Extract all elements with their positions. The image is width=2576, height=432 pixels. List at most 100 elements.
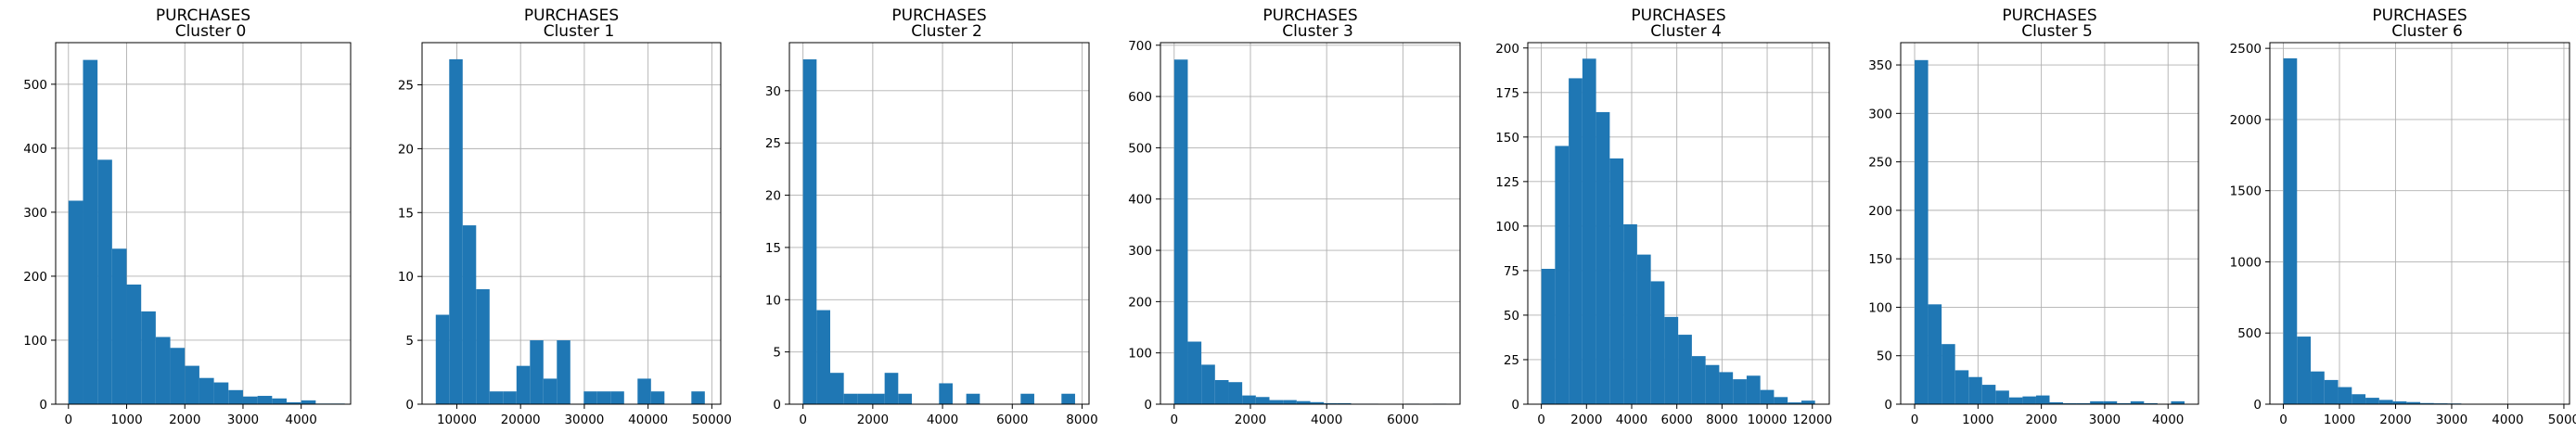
panel-title-line2: Cluster 3 bbox=[1282, 22, 1353, 41]
x-tick-label: 10000 bbox=[437, 413, 477, 427]
y-tick-label: 20 bbox=[398, 142, 414, 157]
y-tick-label: 5 bbox=[773, 346, 781, 361]
x-tick-label: 20000 bbox=[501, 413, 541, 427]
chart-panel-5: 0 1000 2000 3000 4000 0 50 100 150 200 250 300 350 PU… bbox=[1868, 6, 2199, 427]
x-tick-label: 2000 bbox=[1235, 413, 1266, 427]
histogram-bar bbox=[2076, 402, 2091, 404]
histogram-bar bbox=[155, 337, 171, 404]
x-tick-label: 6000 bbox=[996, 413, 1028, 427]
panel-title-line1: PURCHASES bbox=[2372, 6, 2467, 25]
histogram-bar bbox=[898, 393, 912, 404]
y-tick-label: 10 bbox=[398, 270, 414, 285]
histogram-bar bbox=[596, 391, 611, 404]
histogram-bar bbox=[1691, 356, 1706, 404]
y-tick-label: 0 bbox=[1144, 398, 1152, 413]
y-tick-label: 5 bbox=[405, 334, 414, 349]
x-tick-label: 0 bbox=[65, 413, 73, 427]
axes-frame bbox=[788, 42, 1090, 405]
y-tick-label: 30 bbox=[765, 84, 781, 99]
y-tick-label: 200 bbox=[1868, 204, 1892, 219]
y-tick-label: 350 bbox=[1868, 58, 1892, 73]
histogram-bar bbox=[1214, 380, 1229, 404]
x-tick-label: 2000 bbox=[1570, 413, 1602, 427]
histogram-bar bbox=[1942, 344, 1955, 404]
gridlines bbox=[789, 43, 1089, 405]
panel-title-line2: Cluster 6 bbox=[2391, 22, 2463, 41]
histogram-bar bbox=[170, 348, 186, 404]
histogram-bar bbox=[1609, 158, 1624, 405]
y-tick-label: 0 bbox=[773, 398, 781, 413]
x-tick-label: 4000 bbox=[927, 413, 958, 427]
histogram-bar bbox=[1774, 397, 1788, 404]
histogram-bars bbox=[68, 59, 345, 404]
histogram-bar bbox=[1228, 382, 1243, 404]
y-tick-label: 500 bbox=[1128, 141, 1152, 156]
y-tick-label: 300 bbox=[1128, 244, 1152, 259]
histogram-bar bbox=[2352, 394, 2366, 404]
histogram-bars bbox=[1541, 58, 1815, 405]
x-tick-label: 0 bbox=[1537, 413, 1545, 427]
histogram-bar bbox=[257, 396, 273, 404]
histogram-bar bbox=[870, 393, 885, 404]
y-tick-label: 0 bbox=[405, 398, 414, 413]
chart-panel-0: 0 1000 2000 3000 4000 0 100 200 300 400 500 PURCHAS… bbox=[23, 6, 352, 427]
x-tick-label: 6000 bbox=[1387, 413, 1418, 427]
histogram-bars bbox=[1173, 59, 1447, 405]
histogram-bar bbox=[843, 393, 858, 404]
x-tick-label: 1000 bbox=[110, 413, 142, 427]
histogram-bar bbox=[1324, 402, 1338, 404]
panel-title-line1: PURCHASES bbox=[1262, 6, 1357, 25]
histogram-bar bbox=[1269, 400, 1284, 404]
histogram-bar bbox=[2117, 402, 2131, 404]
histogram-bar bbox=[2283, 57, 2298, 404]
histogram-bar bbox=[650, 391, 665, 404]
y-tick-label: 25 bbox=[398, 78, 414, 93]
histogram-bar bbox=[1173, 59, 1188, 405]
histogram-bar bbox=[199, 377, 214, 404]
histogram-bar bbox=[126, 284, 142, 404]
chart-panel-6: 0 1000 2000 3000 4000 5000 0 500 1000 1500 2000 250… bbox=[2230, 6, 2576, 427]
histogram-bar bbox=[1981, 385, 1996, 404]
y-tick-label: 125 bbox=[1495, 175, 1519, 190]
y-tick-label: 600 bbox=[1128, 90, 1152, 105]
y-tick-label: 150 bbox=[1868, 252, 1892, 267]
histogram-bar bbox=[97, 159, 112, 404]
histogram-bar bbox=[2035, 395, 2050, 404]
histogram-bar bbox=[1283, 400, 1297, 404]
histogram-bar bbox=[2297, 337, 2312, 404]
histogram-bar bbox=[1678, 335, 1692, 404]
histogram-bar bbox=[2049, 401, 2064, 404]
x-tick-label: 2000 bbox=[2379, 413, 2411, 427]
histogram-bar bbox=[111, 248, 127, 404]
histogram-bar bbox=[1242, 395, 1256, 404]
histogram-bar bbox=[691, 391, 705, 404]
histogram-bar bbox=[816, 310, 830, 404]
panel-title-line1: PURCHASES bbox=[1631, 6, 1725, 25]
y-tick-label: 100 bbox=[1495, 220, 1519, 235]
histogram-bar bbox=[2406, 401, 2421, 404]
histogram-bar bbox=[2420, 402, 2434, 404]
histogram-bar bbox=[2365, 398, 2379, 404]
chart-panel-1: 10000 20000 30000 40000 50000 0 5 10 15 20 25 PURCH… bbox=[398, 6, 732, 427]
histogram-bar bbox=[802, 59, 817, 405]
histogram-bar bbox=[543, 378, 557, 404]
histogram-bar bbox=[557, 340, 570, 404]
y-tick-label: 500 bbox=[23, 78, 47, 93]
histogram-bar bbox=[449, 58, 463, 405]
x-tick-label: 4000 bbox=[1311, 413, 1342, 427]
histogram-bar bbox=[476, 288, 490, 404]
histogram-bar bbox=[1705, 364, 1720, 404]
histogram-bar bbox=[2144, 402, 2158, 404]
histogram-bar bbox=[1650, 281, 1665, 404]
histogram-bar bbox=[83, 59, 98, 404]
y-tick-label: 400 bbox=[23, 142, 47, 157]
histogram-bar bbox=[516, 365, 531, 404]
histogram-bar bbox=[1954, 370, 1969, 404]
histogram-bar bbox=[1928, 304, 1942, 404]
histogram-bar bbox=[1968, 376, 1982, 404]
histogram-bar bbox=[1541, 268, 1556, 404]
histogram-bar bbox=[583, 391, 597, 404]
histogram-bar bbox=[2090, 400, 2104, 404]
x-tick-label: 0 bbox=[799, 413, 807, 427]
histogram-bar bbox=[966, 393, 980, 404]
